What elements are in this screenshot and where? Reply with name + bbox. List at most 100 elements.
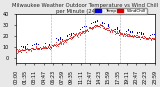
Point bbox=[88, 27, 91, 29]
Point bbox=[25, 48, 28, 50]
Point bbox=[127, 35, 129, 37]
Point bbox=[41, 46, 44, 48]
Point bbox=[112, 29, 114, 31]
Point bbox=[65, 38, 67, 40]
Point bbox=[90, 26, 93, 27]
Point bbox=[78, 32, 80, 34]
Point bbox=[40, 48, 43, 50]
Point bbox=[99, 26, 101, 28]
Point bbox=[102, 26, 105, 27]
Point bbox=[95, 25, 97, 26]
Point bbox=[47, 46, 50, 48]
Point bbox=[55, 41, 58, 43]
Point bbox=[28, 49, 31, 50]
Point bbox=[128, 34, 130, 35]
Point bbox=[76, 34, 79, 36]
Point bbox=[24, 48, 26, 50]
Point bbox=[31, 47, 33, 49]
Point bbox=[93, 26, 95, 27]
Point bbox=[109, 30, 112, 31]
Point bbox=[107, 27, 110, 28]
Point bbox=[22, 49, 25, 51]
Point bbox=[91, 28, 93, 29]
Point bbox=[100, 25, 102, 26]
Point bbox=[23, 49, 25, 51]
Point bbox=[20, 51, 23, 52]
Point bbox=[26, 49, 28, 50]
Point bbox=[112, 29, 114, 30]
Point bbox=[54, 45, 57, 46]
Point bbox=[77, 33, 80, 34]
Point bbox=[140, 37, 142, 38]
Point bbox=[39, 47, 42, 48]
Point bbox=[89, 28, 92, 29]
Point bbox=[109, 31, 111, 32]
Point bbox=[132, 35, 135, 37]
Point bbox=[113, 30, 116, 31]
Point bbox=[68, 37, 71, 38]
Point bbox=[144, 38, 147, 39]
Point bbox=[40, 47, 43, 49]
Point bbox=[70, 37, 73, 39]
Point bbox=[150, 37, 153, 39]
Point bbox=[77, 36, 79, 38]
Point bbox=[128, 34, 131, 36]
Point bbox=[110, 30, 113, 32]
Point bbox=[57, 44, 59, 45]
Point bbox=[115, 32, 117, 33]
Point bbox=[152, 39, 155, 40]
Point bbox=[79, 34, 81, 35]
Point bbox=[149, 38, 152, 39]
Point bbox=[150, 38, 153, 39]
Point bbox=[93, 25, 96, 27]
Point bbox=[16, 48, 18, 50]
Point bbox=[106, 30, 109, 31]
Point bbox=[25, 49, 27, 50]
Point bbox=[94, 25, 97, 26]
Point bbox=[39, 48, 42, 49]
Point bbox=[114, 31, 116, 32]
Point bbox=[83, 31, 85, 32]
Point bbox=[48, 47, 50, 49]
Point bbox=[86, 29, 89, 30]
Point bbox=[29, 48, 31, 50]
Point bbox=[147, 38, 150, 39]
Point bbox=[20, 49, 23, 51]
Point bbox=[101, 24, 104, 26]
Point bbox=[84, 31, 87, 32]
Point bbox=[127, 34, 130, 35]
Point bbox=[117, 32, 120, 34]
Point bbox=[66, 38, 69, 40]
Point bbox=[27, 50, 30, 51]
Point bbox=[63, 41, 65, 43]
Point bbox=[126, 33, 129, 35]
Point bbox=[101, 24, 103, 26]
Point bbox=[103, 29, 106, 30]
Point bbox=[143, 35, 146, 37]
Point bbox=[33, 48, 36, 49]
Point bbox=[20, 50, 22, 51]
Point bbox=[52, 46, 54, 47]
Point bbox=[97, 25, 100, 26]
Point bbox=[25, 48, 28, 49]
Point bbox=[63, 39, 65, 41]
Point bbox=[59, 42, 62, 43]
Point bbox=[43, 46, 45, 47]
Point bbox=[94, 24, 96, 26]
Point bbox=[83, 30, 86, 31]
Point bbox=[104, 28, 107, 29]
Point bbox=[45, 47, 47, 48]
Point bbox=[19, 50, 21, 51]
Point bbox=[81, 31, 83, 32]
Point bbox=[146, 37, 148, 39]
Point bbox=[124, 33, 126, 35]
Point bbox=[66, 38, 68, 40]
Point bbox=[65, 39, 68, 41]
Point bbox=[74, 33, 77, 35]
Point bbox=[125, 33, 127, 34]
Point bbox=[105, 28, 108, 30]
Point bbox=[133, 35, 136, 36]
Point bbox=[31, 47, 33, 48]
Point bbox=[16, 51, 19, 53]
Point bbox=[36, 48, 39, 50]
